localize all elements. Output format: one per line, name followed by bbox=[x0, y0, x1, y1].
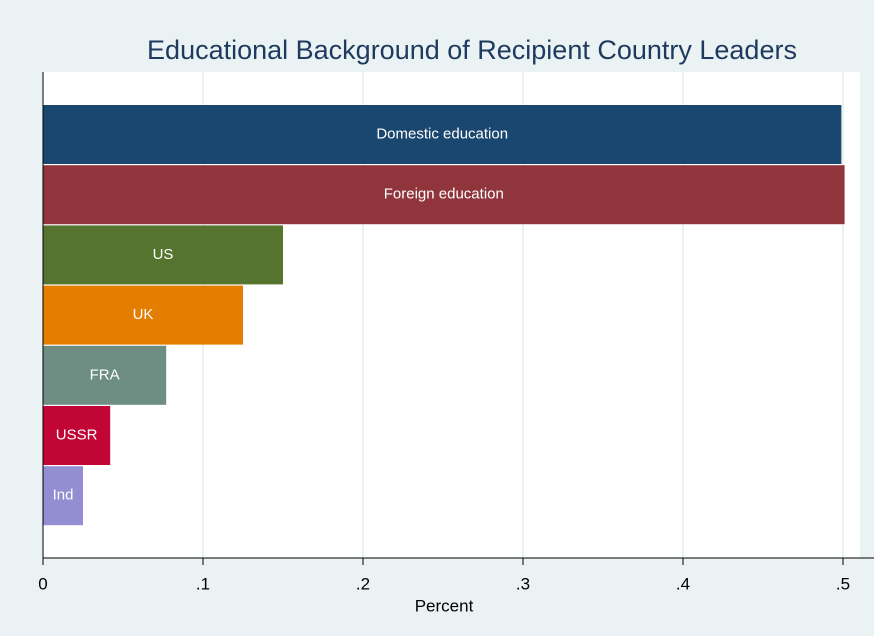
bar-label: Foreign education bbox=[384, 186, 504, 203]
bar bbox=[43, 225, 283, 285]
bar-label: FRA bbox=[90, 366, 120, 383]
x-tick-label: .1 bbox=[196, 574, 210, 593]
bar bbox=[43, 345, 167, 405]
x-tick-label: .2 bbox=[356, 574, 370, 593]
bar bbox=[43, 406, 111, 465]
x-axis-label: Percent bbox=[415, 596, 474, 615]
bar-label: Domestic education bbox=[376, 125, 508, 142]
x-tick-label: 0 bbox=[38, 574, 47, 593]
bar-label: US bbox=[153, 246, 174, 263]
bar bbox=[43, 285, 243, 345]
bar-label: Ind bbox=[53, 487, 74, 504]
x-tick-label: .4 bbox=[676, 574, 690, 593]
bar bbox=[43, 165, 845, 225]
x-tick-label: .3 bbox=[516, 574, 530, 593]
bar-label: USSR bbox=[56, 426, 98, 443]
bar bbox=[43, 105, 842, 164]
bar bbox=[43, 466, 83, 526]
x-tick-label: .5 bbox=[836, 574, 850, 593]
chart-title: Educational Background of Recipient Coun… bbox=[147, 35, 797, 65]
bar-label: UK bbox=[133, 306, 154, 323]
